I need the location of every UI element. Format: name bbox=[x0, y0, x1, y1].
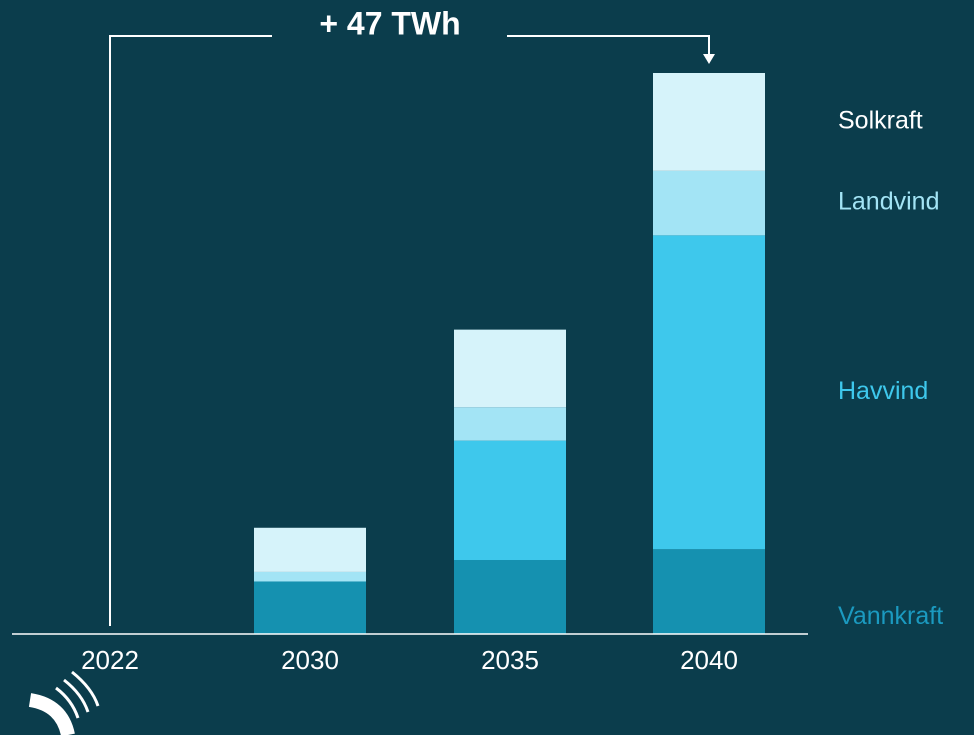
annotation: + 47 TWh bbox=[319, 5, 460, 41]
bar-segment bbox=[454, 329, 566, 408]
x-tick-label: 2035 bbox=[481, 645, 539, 675]
logo bbox=[28, 670, 100, 735]
bar-segment bbox=[653, 235, 765, 550]
x-tick-label: 2040 bbox=[680, 645, 738, 675]
bar-segment bbox=[454, 559, 566, 634]
legend-label: Havvind bbox=[838, 377, 928, 405]
bar-segment bbox=[254, 571, 366, 582]
legend-label: Landvind bbox=[838, 188, 939, 216]
bar-segment bbox=[454, 407, 566, 441]
x-tick-label: 2030 bbox=[281, 645, 339, 675]
x-tick-label: 2022 bbox=[81, 645, 139, 675]
bracket-right bbox=[507, 35, 710, 56]
bar-segment bbox=[254, 581, 366, 634]
bar-segment bbox=[653, 549, 765, 634]
bar-segment bbox=[653, 170, 765, 236]
bar-segment bbox=[454, 440, 566, 560]
legend-label: Solkraft bbox=[838, 107, 923, 135]
legend-label: Vannkraft bbox=[838, 602, 943, 630]
bar-segment bbox=[653, 73, 765, 171]
bar-segment bbox=[254, 527, 366, 572]
bracket-left bbox=[109, 35, 272, 626]
bracket-arrow bbox=[703, 54, 715, 64]
